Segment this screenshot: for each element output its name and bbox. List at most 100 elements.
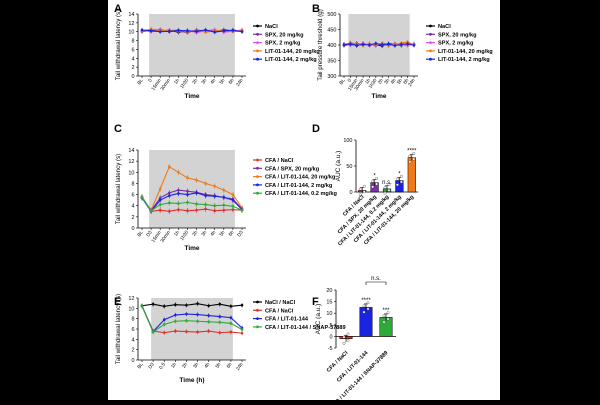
y-tick-label: 400 <box>327 43 336 49</box>
legend-marker <box>256 308 259 312</box>
y-tick-label: 10 <box>128 30 134 36</box>
y-tick-label: 12 <box>128 21 134 27</box>
data-point <box>207 329 210 333</box>
data-point <box>218 331 222 334</box>
x-tick-label: 24h <box>407 77 417 87</box>
data-point <box>140 196 144 199</box>
x-tick-label: 1h <box>173 77 181 85</box>
data-point <box>222 188 226 192</box>
x-tick-label: D3 <box>147 361 156 370</box>
legend-marker <box>256 325 259 329</box>
data-point <box>185 330 188 333</box>
data-point <box>185 319 188 323</box>
series-line <box>141 306 243 333</box>
data-point <box>231 198 235 202</box>
legend-entry: CFA / LIT-01-144 <box>265 317 309 323</box>
x-axis-label: Time <box>371 93 386 100</box>
data-point <box>177 192 180 195</box>
x-tick-label: 2h <box>181 361 189 369</box>
data-point <box>167 191 171 195</box>
panel-label-A: A <box>114 3 122 15</box>
data-point <box>222 203 226 207</box>
data-point <box>158 30 162 34</box>
y-axis-label: Tail withdrawal latency (s) <box>115 10 122 81</box>
legend-marker <box>429 57 432 61</box>
x-tick-label: 4h <box>209 229 217 237</box>
legend-entry: SPX, 20 mg/kg <box>265 32 304 38</box>
y-tick-label: 15 <box>326 300 332 306</box>
data-point <box>222 196 226 199</box>
individual-point <box>342 335 346 339</box>
y-tick-label: 6 <box>131 193 134 199</box>
data-point <box>149 29 153 33</box>
individual-point <box>408 154 412 158</box>
shaded-region <box>151 298 233 360</box>
data-point <box>177 208 180 211</box>
individual-point <box>386 311 390 315</box>
data-point <box>380 43 384 46</box>
y-tick-label: 0 <box>131 358 134 364</box>
legend-marker <box>256 166 259 170</box>
data-point <box>151 302 155 306</box>
individual-point <box>395 183 399 187</box>
data-point <box>177 188 180 192</box>
y-tick-label: 10 <box>326 311 332 317</box>
y-tick-label: 500 <box>327 12 336 18</box>
data-point <box>174 313 177 317</box>
data-point <box>196 330 199 334</box>
individual-point <box>346 332 350 336</box>
data-point <box>186 29 189 33</box>
y-tick-label: 0 <box>349 190 352 196</box>
y-axis-label: Tail pressure threshold (g) <box>317 9 324 81</box>
data-point <box>151 330 155 334</box>
data-point <box>213 204 217 208</box>
x-tick-label: 6h <box>226 361 234 369</box>
data-point <box>167 29 171 33</box>
y-tick-label: 2 <box>131 215 134 221</box>
data-point <box>140 28 144 32</box>
series-line <box>141 305 243 333</box>
x-tick-label: 4h <box>203 361 211 369</box>
y-tick-label: 2 <box>131 65 134 71</box>
legend-marker <box>429 49 432 53</box>
x-tick-label: 5h <box>214 361 222 369</box>
y-tick-label: 100 <box>343 138 352 144</box>
individual-point <box>412 152 416 155</box>
x-tick-label: 0.5 <box>158 361 167 370</box>
y-tick-label: 4 <box>131 56 134 62</box>
x-tick-label: D3 <box>236 229 245 238</box>
y-tick-label: 14 <box>128 148 134 154</box>
data-point <box>412 44 416 47</box>
x-tick-label: D3 <box>145 229 154 238</box>
individual-point <box>362 310 366 314</box>
panel-label-C: C <box>114 123 122 135</box>
legend-marker <box>256 41 259 44</box>
y-axis-label: Tail withdrawal latency (s) <box>115 154 122 225</box>
x-tick-label: BL <box>136 229 144 238</box>
x-tick-label: 6h <box>228 229 236 237</box>
series-line <box>141 303 243 307</box>
panel-label-F: F <box>312 296 319 308</box>
data-point <box>393 44 397 47</box>
data-point <box>195 191 198 195</box>
significance-label: * <box>398 171 401 177</box>
y-tick-label: 6 <box>131 327 134 333</box>
x-tick-label: CFA / LIT-01-144, 0.2 mg/kg <box>337 194 390 247</box>
legend-marker <box>429 24 432 28</box>
data-point <box>207 304 210 308</box>
data-point <box>158 187 162 191</box>
legend-entry: LIT-01-144, 20 mg/kg <box>265 49 320 55</box>
legend-entry: NaCl <box>265 24 278 30</box>
x-tick-label: 1h30 <box>367 77 378 89</box>
data-point <box>207 314 210 317</box>
x-tick-label: 5h <box>218 77 226 85</box>
data-point <box>186 201 189 204</box>
data-point <box>185 312 188 316</box>
panel-label-E: E <box>114 296 121 308</box>
x-tick-label: 30min <box>159 229 172 243</box>
y-tick-label: 10 <box>128 306 134 312</box>
data-point <box>222 29 226 33</box>
x-tick-label: 30min <box>159 77 172 91</box>
legend-marker <box>256 49 259 53</box>
legend-entry: SPX, 2 mg/kg <box>265 41 301 47</box>
